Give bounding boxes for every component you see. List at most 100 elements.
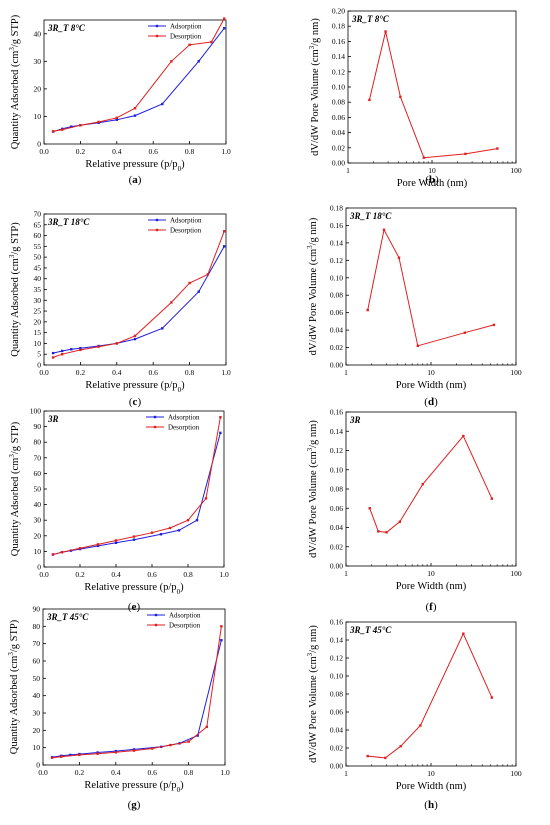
- data-point: [51, 130, 55, 133]
- y-tick-label: 0: [37, 140, 41, 149]
- y-tick-label: 40: [34, 274, 42, 283]
- chart-annotation: 3R_T 45°C: [46, 612, 89, 622]
- y-tick-label: 0.08: [330, 291, 343, 300]
- chart-a: 0.0 0.2 0.4 0.6 0.8 1.0 0 10 20 30 40 3R_T 8°C Adsor…: [8, 14, 231, 186]
- x-tick-label: 10: [427, 368, 435, 377]
- x-tick-label: 0.2: [75, 570, 85, 579]
- data-point: [170, 301, 173, 304]
- legend-marker: [153, 415, 157, 419]
- y-tick-label: 50: [34, 485, 42, 494]
- y-tick-label: 0.02: [330, 744, 343, 753]
- plot-frame-a: [43, 19, 227, 145]
- data-point: [51, 351, 55, 355]
- chart-g: 0.0 0.2 0.4 0.6 0.8 1.0 0 10 20 30 40 50 60 70 80 90 3R_…: [7, 605, 230, 812]
- plot-frame-g: [42, 608, 226, 766]
- x-axis-label: Pore Width (nm): [396, 781, 467, 792]
- data-point: [115, 116, 118, 120]
- y-tick-label: 90: [33, 605, 41, 614]
- x-tick-label: 1.0: [221, 368, 231, 377]
- chart-annotation: 3R_T 18°C: [47, 217, 90, 227]
- data-point: [96, 752, 99, 755]
- y-tick-label: 0.02: [330, 343, 343, 352]
- data-point: [78, 547, 82, 550]
- y-tick-label: 10: [34, 112, 42, 121]
- y-tick-label: 0.04: [330, 523, 343, 532]
- data-point: [114, 749, 117, 753]
- data-point: [96, 544, 100, 548]
- data-point: [151, 747, 154, 750]
- data-point: [187, 740, 190, 743]
- chart-annotation: 3R_T 18°C: [349, 211, 392, 221]
- x-tick-label: 1: [344, 569, 348, 578]
- series-line-adsorption: [52, 246, 225, 354]
- x-tick-label: 100: [510, 569, 522, 578]
- data-point: [61, 353, 64, 356]
- data-point: [464, 152, 467, 156]
- x-axis-label: Pore Width (nm): [396, 380, 467, 391]
- plot-frame-f: [345, 411, 517, 567]
- y-tick-label: 35: [34, 285, 42, 294]
- legend-label: Desorption: [169, 622, 201, 630]
- y-tick-label: 10: [34, 547, 42, 556]
- x-tick-label: 1.0: [219, 570, 229, 579]
- y-tick-label: 0.00: [330, 562, 343, 571]
- data-point: [490, 696, 494, 699]
- series-line-adsorption: [52, 27, 225, 133]
- data-point: [220, 625, 223, 628]
- x-tick-label: 100: [510, 166, 522, 175]
- y-tick-label: 5: [37, 350, 41, 359]
- y-tick-label: 0.00: [330, 361, 343, 370]
- y-tick-label: 0.10: [330, 273, 343, 282]
- x-tick-label: 0.2: [75, 768, 85, 777]
- data-point: [463, 331, 467, 334]
- x-tick-label: 0.6: [147, 570, 157, 579]
- y-tick-label: 30: [33, 709, 41, 718]
- y-tick-label: 40: [34, 29, 42, 38]
- data-point: [114, 541, 118, 545]
- panel-label: (f): [425, 601, 436, 613]
- x-tick-label: 0.4: [112, 147, 122, 156]
- data-point: [115, 342, 118, 345]
- series-line-desorption: [52, 417, 221, 555]
- data-point: [79, 346, 82, 350]
- data-point: [188, 43, 191, 46]
- x-tick-label: 0.0: [39, 570, 49, 579]
- x-tick-label: 1.0: [221, 147, 231, 156]
- y-tick-label: 0.20: [332, 7, 345, 16]
- y-tick-label: 25: [34, 307, 42, 316]
- data-point: [384, 756, 387, 760]
- y-tick-label: 70: [34, 453, 42, 462]
- x-axis-label: Relative pressure (p/p0): [85, 380, 185, 394]
- data-point: [115, 118, 118, 121]
- data-point: [132, 538, 136, 541]
- y-tick-label: 30: [34, 516, 42, 525]
- data-point: [132, 749, 136, 752]
- data-point: [114, 539, 118, 542]
- x-tick-label: 10: [427, 569, 435, 578]
- chart-annotation: 3R: [47, 414, 59, 424]
- data-point: [161, 102, 164, 106]
- y-tick-label: 20: [33, 726, 41, 735]
- data-point: [496, 147, 499, 150]
- data-point: [421, 482, 424, 486]
- x-tick-label: 0.4: [112, 368, 122, 377]
- data-point: [114, 751, 117, 754]
- y-tick-label: 0.10: [330, 672, 343, 681]
- y-tick-label: 0.16: [330, 221, 343, 230]
- data-point: [97, 345, 100, 348]
- x-tick-label: 0.8: [184, 768, 194, 777]
- chart-f: 1 10 100 0.00 0.02 0.04 0.06 0.08 0.10 0.12 0.14 0.…: [306, 408, 522, 614]
- data-point: [96, 751, 99, 754]
- data-point: [490, 497, 494, 500]
- x-axis-label: Relative pressure (p/p0): [84, 780, 184, 794]
- data-point: [60, 755, 63, 758]
- y-axis-label: Quantity Adsorbed (cm3/g STP): [8, 421, 21, 556]
- y-tick-label: 0.12: [332, 67, 345, 76]
- data-point: [50, 756, 54, 759]
- y-tick-label: 55: [34, 242, 42, 251]
- series-line-desorption: [52, 231, 225, 358]
- legend-label: Adsorption: [170, 217, 202, 225]
- chart-annotation: 3R_T 8°C: [47, 23, 86, 33]
- x-tick-label: 10: [427, 769, 435, 778]
- data-point: [197, 60, 200, 63]
